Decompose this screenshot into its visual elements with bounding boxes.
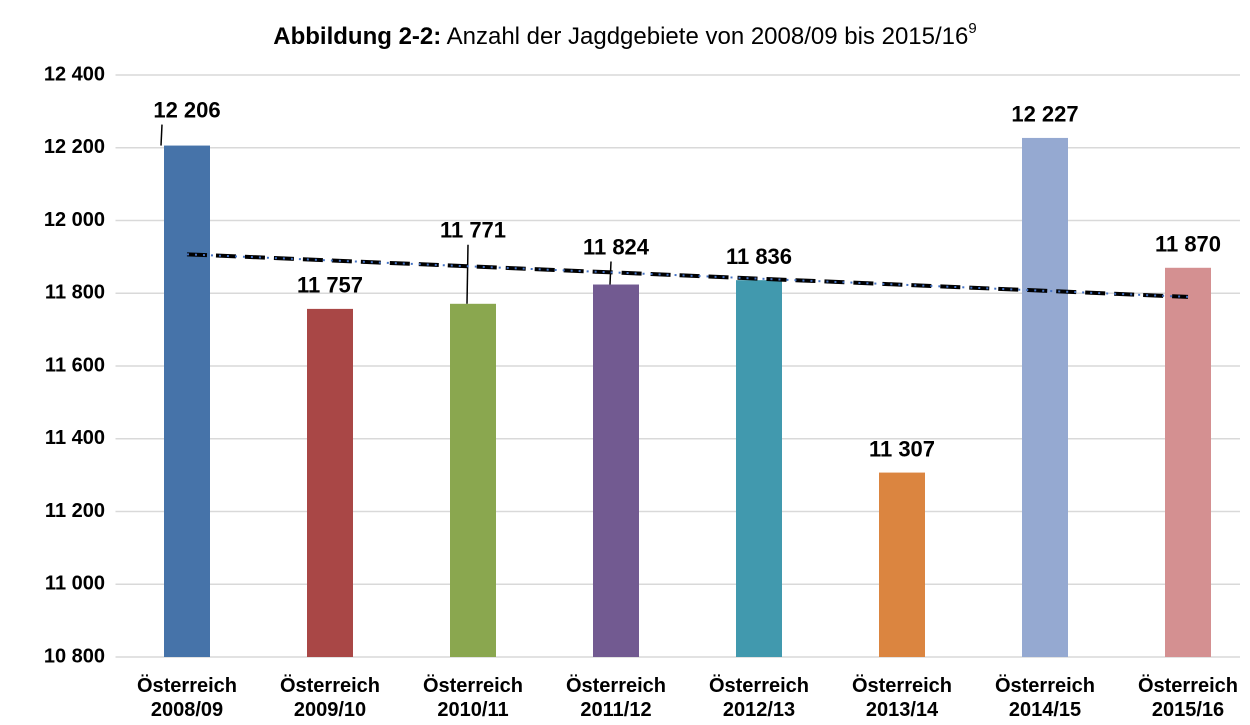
value-label: 11 757 [297, 273, 363, 298]
bar [1165, 267, 1211, 657]
title-text: Anzahl der Jagdgebiete von 2008/09 bis 2… [447, 23, 969, 50]
value-label: 11 307 [869, 436, 935, 461]
leader-line [466, 244, 469, 304]
bar [1022, 137, 1068, 657]
y-tick-label: 12 200 [44, 136, 105, 158]
x-tick-label: Österreich 2009/10 [279, 675, 381, 721]
y-tick-label: 11 400 [45, 427, 105, 449]
bar [307, 308, 353, 657]
bar [450, 303, 496, 657]
leader-line [160, 124, 163, 146]
bar [164, 145, 210, 657]
value-label: 11 824 [583, 234, 650, 259]
y-tick-label: 12 400 [44, 63, 105, 85]
y-tick-label: 12 000 [44, 209, 105, 231]
title-footnote: 9 [968, 20, 976, 37]
chart-title: Abbildung 2-2: Anzahl der Jagdgebiete vo… [273, 20, 976, 50]
y-tick-label: 11 000 [45, 573, 105, 595]
value-label: 11 870 [1155, 232, 1221, 257]
bar [736, 280, 782, 657]
title-prefix: Abbildung 2-2: [273, 23, 441, 50]
x-tick-label: Österreich 2014/15 [994, 675, 1096, 721]
trendline [186, 252, 1189, 299]
x-tick-label: Österreich 2012/13 [708, 675, 810, 721]
x-tick-label: Österreich 2013/14 [851, 675, 953, 721]
bar [879, 472, 925, 657]
value-label: 11 771 [440, 218, 506, 243]
x-tick-label: Österreich 2015/16 [1137, 675, 1239, 721]
x-tick-label: Österreich 2011/12 [565, 675, 667, 721]
y-tick-label: 11 200 [45, 500, 105, 522]
y-tick-label: 10 800 [44, 645, 105, 667]
x-tick-label: Österreich 2008/09 [136, 675, 238, 721]
value-label: 11 836 [726, 244, 792, 269]
value-label: 12 206 [153, 97, 220, 122]
x-tick-label: Österreich 2010/11 [422, 675, 524, 721]
value-label: 12 227 [1011, 102, 1078, 127]
y-tick-label: 11 600 [45, 354, 105, 376]
bar [593, 284, 639, 657]
y-tick-label: 11 800 [45, 282, 105, 304]
